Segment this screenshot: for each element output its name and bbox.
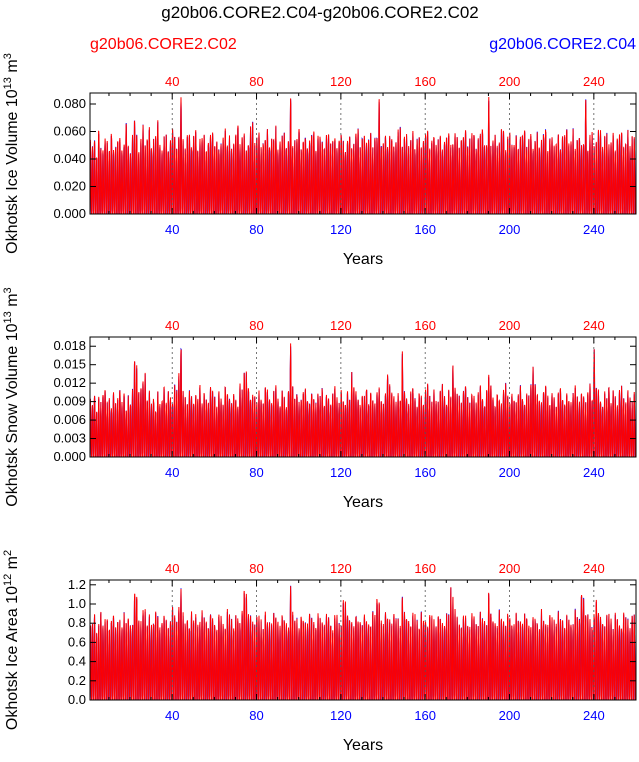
x-tick-label-bottom: 80: [249, 708, 263, 723]
y-tick-label: 0.2: [68, 673, 86, 688]
x-tick-label-top: 80: [249, 561, 263, 576]
plot-area: [90, 96, 636, 214]
series-c02-line: [90, 343, 636, 457]
x-tick-label-top: 80: [249, 74, 263, 89]
x-tick-label-bottom: 160: [414, 222, 436, 237]
x-tick-label-top: 120: [330, 318, 352, 333]
y-tick-label: 0.000: [53, 206, 86, 221]
x-tick-label-top: 160: [414, 74, 436, 89]
plot-frame: [89, 579, 637, 701]
x-tick-label-bottom: 240: [583, 222, 605, 237]
x-tick-label-bottom: 120: [330, 708, 352, 723]
y-tick-label: 0.006: [53, 412, 86, 427]
panel-ice-area: 40 80 120 160 200 240 40 80 120 160 200 240 0.0 0.2 0.…: [2, 550, 637, 754]
x-tick-label-bottom: 200: [499, 708, 521, 723]
y-tick-label: 0.060: [53, 124, 86, 139]
x-tick-label-top: 200: [499, 74, 521, 89]
x-tick-label-bottom: 40: [165, 222, 179, 237]
x-tick-label-top: 240: [583, 561, 605, 576]
x-tick-label-top: 120: [330, 561, 352, 576]
y-tick-label: 0.040: [53, 151, 86, 166]
x-axis-label: Years: [343, 251, 383, 268]
plot-area: [90, 585, 636, 700]
series-c02-line: [90, 586, 636, 700]
x-tick-label-bottom: 200: [499, 222, 521, 237]
y-tick-label: 0.4: [68, 654, 86, 669]
x-tick-label-bottom: 120: [330, 222, 352, 237]
x-tick-label-bottom: 80: [249, 465, 263, 480]
case-label-right: g20b06.CORE2.C04: [489, 36, 636, 53]
x-tick-label-top: 240: [583, 318, 605, 333]
panel-snow-volume: 40 80 120 160 200 240 40 80 120 160 200 240 0.000 0.0…: [2, 287, 637, 511]
plot-frame: [89, 336, 637, 458]
x-tick-label-bottom: 240: [583, 465, 605, 480]
x-tick-label-top: 200: [499, 561, 521, 576]
x-tick-label-bottom: 160: [414, 708, 436, 723]
x-tick-label-top: 160: [414, 561, 436, 576]
series-c02-line: [90, 96, 636, 214]
x-tick-label-bottom: 40: [165, 465, 179, 480]
plot-frame: [89, 92, 637, 215]
x-tick-label-bottom: 240: [583, 708, 605, 723]
case-label-left: g20b06.CORE2.C02: [90, 36, 237, 53]
y-tick-label: 1.0: [68, 596, 86, 611]
panel-ice-volume: 40 80 120 160 200 240 40 80 120 160 200 240 0.000 0.0…: [2, 53, 637, 268]
y-tick-label: 0.009: [53, 394, 86, 409]
y-axis-label: Okhotsk Ice Area 1012 m2: [2, 550, 21, 730]
y-tick-label: 0.012: [53, 375, 86, 390]
x-tick-label-top: 120: [330, 74, 352, 89]
x-tick-label-top: 40: [165, 318, 179, 333]
x-tick-label-top: 240: [583, 74, 605, 89]
plot-area: [90, 343, 636, 457]
x-tick-label-bottom: 160: [414, 465, 436, 480]
y-tick-label: 0.0: [68, 692, 86, 707]
x-axis-label: Years: [343, 494, 383, 511]
y-tick-label: 0.020: [53, 179, 86, 194]
y-tick-label: 0.018: [53, 338, 86, 353]
x-tick-label-top: 160: [414, 318, 436, 333]
y-tick-label: 0.015: [53, 357, 86, 372]
y-tick-label: 1.2: [68, 577, 86, 592]
x-tick-label-top: 40: [165, 74, 179, 89]
x-tick-label-bottom: 40: [165, 708, 179, 723]
y-axis-label: Okhotsk Snow Volume 1013 m3: [2, 287, 21, 506]
y-tick-label: 0.000: [53, 449, 86, 464]
x-tick-label-bottom: 120: [330, 465, 352, 480]
x-tick-label-top: 80: [249, 318, 263, 333]
x-tick-label-top: 200: [499, 318, 521, 333]
x-tick-label-bottom: 200: [499, 465, 521, 480]
y-axis-label: Okhotsk Ice Volume 1013 m3: [2, 53, 21, 254]
x-axis-label: Years: [343, 737, 383, 754]
figure-title: g20b06.CORE2.C04-g20b06.CORE2.C02: [161, 3, 479, 22]
y-tick-label: 0.003: [53, 431, 86, 446]
x-tick-label-top: 40: [165, 561, 179, 576]
y-tick-label: 0.6: [68, 634, 86, 649]
x-tick-label-bottom: 80: [249, 222, 263, 237]
y-tick-label: 0.080: [53, 96, 86, 111]
y-tick-label: 0.8: [68, 615, 86, 630]
